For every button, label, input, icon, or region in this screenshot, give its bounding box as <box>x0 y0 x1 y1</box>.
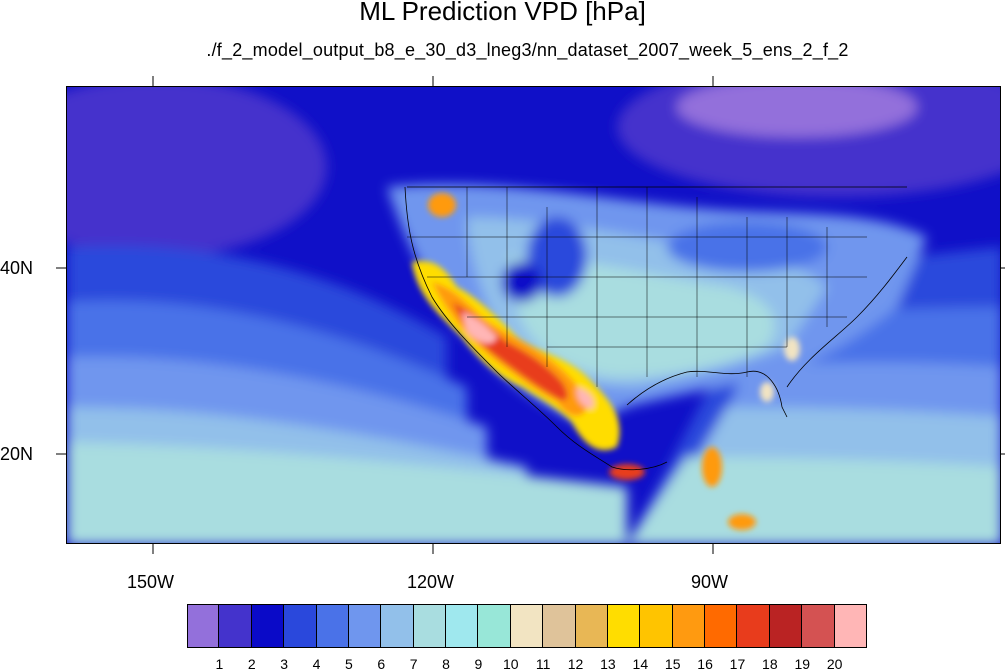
colorbar-label: 10 <box>503 656 519 672</box>
lat-tick-40n: 40N <box>0 258 34 278</box>
colorbar-label: 12 <box>567 656 584 672</box>
plot-subtitle: ./f_2_model_output_b8_e_30_d3_lneg3/nn_d… <box>206 40 849 60</box>
lon-tick-120w: 120W <box>407 572 455 592</box>
colorbar-swatch <box>543 604 576 648</box>
field-ne-lavender <box>677 87 917 137</box>
colorbar-swatch <box>478 604 511 648</box>
colorbar-swatch <box>705 604 738 648</box>
field-nw-purple <box>67 87 327 257</box>
colorbar-swatch <box>381 604 414 648</box>
lat-tick-20n: 20N <box>0 444 34 464</box>
hot-spot-panama <box>728 514 756 530</box>
colorbar-label: 18 <box>762 656 778 672</box>
colorbar-label: 2 <box>247 656 256 672</box>
colorbar-swatch <box>316 604 349 648</box>
lon-tick-150w: 150W <box>127 572 175 592</box>
colorbar-label: 6 <box>377 656 386 672</box>
plot-title: ML Prediction VPD [hPa] <box>359 0 646 26</box>
state-lines <box>407 187 867 387</box>
colorbar-label: 7 <box>409 656 418 672</box>
gulf-coastline <box>626 370 788 418</box>
colorbar-swatch <box>219 604 252 648</box>
lon-tick-90w: 90W <box>691 572 729 592</box>
colorbar-label: 20 <box>826 656 843 672</box>
colorbar-swatch <box>834 604 867 648</box>
colorbar-label: 3 <box>280 656 289 672</box>
hot-zone-pink2 <box>576 387 594 409</box>
warm-spot-georgia <box>784 337 800 361</box>
boundaries <box>404 186 908 471</box>
colorbar-swatch <box>802 604 835 648</box>
colorbar-swatch <box>607 604 641 648</box>
colorbar-label: 9 <box>474 656 483 672</box>
field-nw-dark2 <box>502 262 542 302</box>
colorbar-swatch <box>284 604 317 648</box>
colorbar-swatch <box>672 604 706 648</box>
colorbar-label: 14 <box>632 656 649 672</box>
colorbar-label: 8 <box>442 656 450 672</box>
vpd-map <box>66 86 1001 544</box>
colorbar-frame <box>187 604 867 648</box>
vpd-map-svg <box>67 87 1000 543</box>
colorbar-label: 1 <box>215 656 224 672</box>
colorbar-swatch <box>251 604 285 648</box>
colorbar-swatch <box>446 604 479 648</box>
colorbar-swatch <box>187 604 220 648</box>
colorbar-label: 15 <box>664 656 681 672</box>
pacific-coastline <box>404 186 668 471</box>
colorbar-label: 13 <box>600 656 616 672</box>
hot-spot-central-america <box>702 447 722 487</box>
hot-spot-mexico-south <box>609 464 645 480</box>
colorbar-label: 4 <box>312 656 321 672</box>
field-atlantic-band5 <box>628 457 1000 543</box>
warm-spot-florida <box>760 382 774 402</box>
colorbar-label: 11 <box>535 656 551 672</box>
colorbar-swatch <box>413 604 447 648</box>
colorbar-swatch <box>348 604 382 648</box>
colorbar-label: 17 <box>729 656 746 672</box>
colorbar-label: 16 <box>697 656 713 672</box>
hot-zone-pink1 <box>462 312 497 344</box>
field-pacific-band5 <box>67 442 627 543</box>
colorbar-swatch <box>769 604 803 648</box>
colorbar-label: 19 <box>794 656 811 672</box>
colorbar-swatch <box>575 604 608 648</box>
hot-spot-idaho <box>428 193 456 217</box>
atlantic-coastline <box>786 256 908 388</box>
colorbar-swatch <box>640 604 673 648</box>
colorbar-label: 5 <box>344 656 353 672</box>
colorbar-swatch <box>510 604 544 648</box>
colorbar-swatch <box>737 604 770 648</box>
colorbar <box>187 604 867 648</box>
